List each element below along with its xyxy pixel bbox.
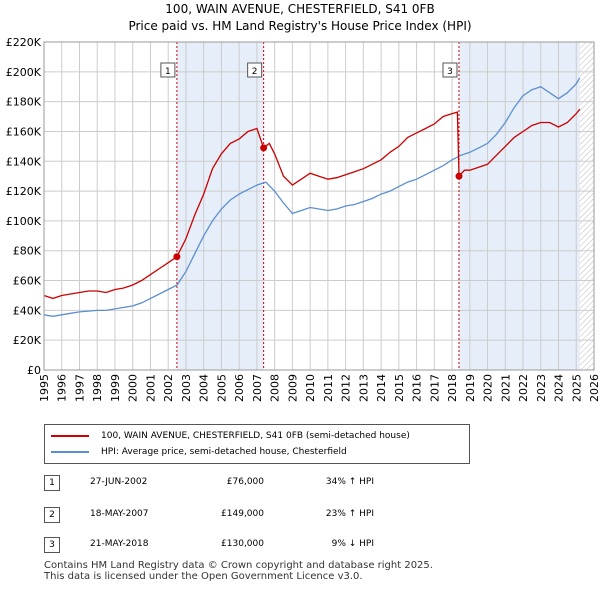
transaction-price: £130,000: [221, 539, 264, 549]
y-tick-label: £120K: [6, 185, 42, 198]
chart-title: 100, WAIN AVENUE, CHESTERFIELD, S41 0FB: [165, 2, 435, 16]
sale-label: 2: [252, 67, 258, 77]
x-tick-label: 2017: [428, 374, 441, 402]
x-tick-label: 2003: [180, 374, 193, 402]
y-tick-label: £40K: [13, 304, 42, 317]
transaction-number: 2: [44, 507, 60, 523]
plot-frame: [43, 41, 595, 371]
x-tick-label: 1997: [73, 374, 86, 402]
transaction-row: 2 18-MAY-2007 £149,000 23% ↑ HPI: [44, 507, 524, 525]
x-tick-label: 2002: [162, 374, 175, 402]
sale-label-box: [247, 62, 263, 78]
y-tick-label: £20K: [13, 334, 42, 347]
x-tick-label: 1996: [56, 374, 69, 402]
sale-point: [173, 253, 181, 261]
x-tick-label: 1998: [91, 374, 104, 402]
x-tick-label: 2005: [215, 374, 228, 402]
y-tick-label: £60K: [13, 275, 42, 288]
transaction-price: £76,000: [226, 477, 264, 487]
sale-point: [455, 172, 463, 180]
transaction-row: 1 27-JUN-2002 £76,000 34% ↑ HPI: [44, 475, 524, 493]
y-tick-label: £180K: [6, 96, 42, 109]
price-chart: £0 £20K £40K £60K £80K £100K £120K £140K £160K £1…: [6, 36, 600, 402]
footer-license: This data is licensed under the Open Gov…: [44, 571, 363, 582]
sale-label: 3: [447, 67, 453, 77]
hpi-line: [43, 77, 581, 317]
transaction-number: 1: [44, 475, 60, 491]
x-tick-label: 2008: [269, 374, 282, 402]
legend: 100, WAIN AVENUE, CHESTERFIELD, S41 0FB …: [44, 424, 470, 464]
price-paid-line: [43, 108, 581, 300]
x-tick-label: 1999: [109, 374, 122, 402]
shaded-period: [458, 42, 580, 370]
y-tick-label: £220K: [6, 36, 42, 49]
y-tick-label: £140K: [6, 155, 42, 168]
forecast-hatch: [579, 42, 594, 370]
x-tick-label: 2026: [588, 374, 600, 402]
sale-label-box: [442, 62, 458, 78]
x-tick-label: 2014: [375, 374, 388, 402]
x-tick-label: 2018: [446, 374, 459, 402]
y-tick-label: £200K: [6, 66, 42, 79]
legend-label-price: 100, WAIN AVENUE, CHESTERFIELD, S41 0FB …: [101, 431, 410, 441]
y-tick-label: £80K: [13, 245, 42, 258]
x-tick-label: 2001: [144, 374, 157, 402]
legend-red-line: [51, 435, 89, 437]
sale-point: [260, 144, 268, 152]
x-tick-label: 2010: [304, 374, 317, 402]
x-tick-label: 2006: [233, 374, 246, 402]
x-tick-label: 2016: [411, 374, 424, 402]
x-tick-label: 2004: [198, 374, 211, 402]
x-tick-label: 2024: [553, 374, 566, 402]
y-tick-label: £100K: [6, 215, 42, 228]
legend-blue-line: [51, 451, 89, 453]
x-tick-label: 2000: [127, 374, 140, 402]
transaction-hpi: 34% ↑ HPI: [325, 477, 374, 487]
x-tick-label: 2015: [393, 374, 406, 402]
x-tick-label: 2019: [464, 374, 477, 402]
legend-label-hpi: HPI: Average price, semi-detached house,…: [101, 447, 347, 457]
transaction-hpi: 23% ↑ HPI: [325, 509, 374, 519]
transaction-date: 21-MAY-2018: [90, 539, 149, 549]
x-tick-label: 2022: [517, 374, 530, 402]
x-tick-label: 1995: [38, 374, 51, 402]
shaded-period: [176, 42, 264, 370]
x-tick-label: 2025: [570, 374, 583, 402]
y-tick-label: £160K: [6, 125, 42, 138]
x-tick-label: 2023: [535, 374, 548, 402]
sale-label-box: [160, 62, 176, 78]
transaction-date: 27-JUN-2002: [90, 477, 148, 487]
x-tick-label: 2021: [499, 374, 512, 402]
x-tick-label: 2009: [286, 374, 299, 402]
x-tick-label: 2011: [322, 374, 335, 402]
y-tick-label: £0: [27, 364, 41, 377]
chart-subtitle: Price paid vs. HM Land Registry's House …: [128, 19, 472, 33]
footer-copyright: Contains HM Land Registry data © Crown c…: [44, 560, 433, 571]
x-tick-label: 2020: [482, 374, 495, 402]
sale-label: 1: [165, 67, 171, 77]
transaction-date: 18-MAY-2007: [90, 509, 149, 519]
x-tick-label: 2013: [357, 374, 370, 402]
transaction-row: 3 21-MAY-2018 £130,000 9% ↓ HPI: [44, 537, 524, 555]
transaction-hpi: 9% ↓ HPI: [331, 539, 374, 549]
x-tick-label: 2012: [340, 374, 353, 402]
transaction-price: £149,000: [221, 509, 264, 519]
x-tick-label: 2007: [251, 374, 264, 402]
transaction-number: 3: [44, 537, 60, 553]
